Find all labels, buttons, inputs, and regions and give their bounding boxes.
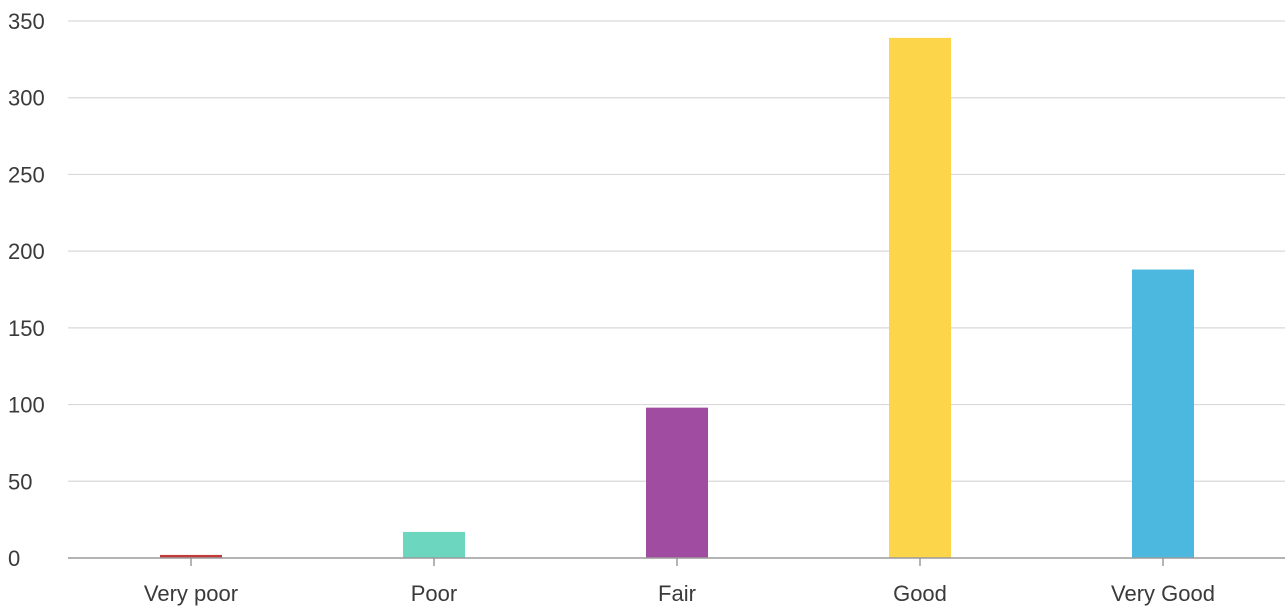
bars: [160, 37, 1194, 559]
x-tick-label: Very Good: [1111, 581, 1215, 606]
x-axis-tick-labels: Very poor Poor Fair Good Very Good: [144, 581, 1215, 606]
y-axis-tick-labels: 0 50 100 150 200 250 300 350: [8, 9, 45, 571]
x-axis: [68, 557, 1285, 566]
y-tick-label: 300: [8, 86, 45, 111]
bar-very-poor: [160, 554, 222, 558]
x-tick-label: Very poor: [144, 581, 238, 606]
y-tick-label: 150: [8, 316, 45, 341]
bar-very-good: [1132, 269, 1194, 558]
y-tick-label: 200: [8, 239, 45, 264]
x-tick-label: Fair: [658, 581, 696, 606]
bar-fair: [646, 407, 708, 558]
y-tick-label: 50: [8, 469, 32, 494]
bar-poor: [403, 531, 465, 558]
y-tick-label: 100: [8, 393, 45, 418]
gridlines: [68, 20, 1285, 482]
x-tick-label: Good: [893, 581, 947, 606]
y-tick-label: 250: [8, 162, 45, 187]
y-tick-label: 0: [8, 546, 20, 571]
bar-good: [889, 37, 951, 559]
x-tick-label: Poor: [411, 581, 457, 606]
y-tick-label: 350: [8, 9, 45, 34]
